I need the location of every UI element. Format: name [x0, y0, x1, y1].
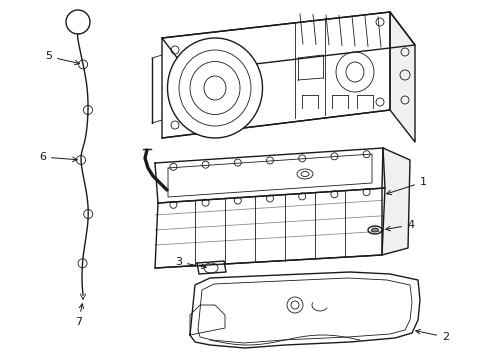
- Polygon shape: [162, 12, 414, 72]
- Text: 6: 6: [39, 152, 77, 162]
- Text: 1: 1: [386, 177, 426, 194]
- Polygon shape: [389, 12, 414, 142]
- Text: 5: 5: [45, 51, 79, 65]
- Polygon shape: [381, 148, 409, 255]
- Text: 2: 2: [415, 329, 448, 342]
- Ellipse shape: [371, 228, 378, 232]
- Polygon shape: [197, 261, 225, 274]
- Text: 7: 7: [75, 304, 83, 327]
- Polygon shape: [155, 188, 384, 268]
- Text: 4: 4: [385, 220, 413, 231]
- Polygon shape: [162, 12, 389, 138]
- Text: 3: 3: [175, 257, 206, 269]
- Polygon shape: [190, 272, 419, 348]
- Circle shape: [290, 301, 298, 309]
- Ellipse shape: [167, 38, 262, 138]
- Polygon shape: [155, 148, 384, 203]
